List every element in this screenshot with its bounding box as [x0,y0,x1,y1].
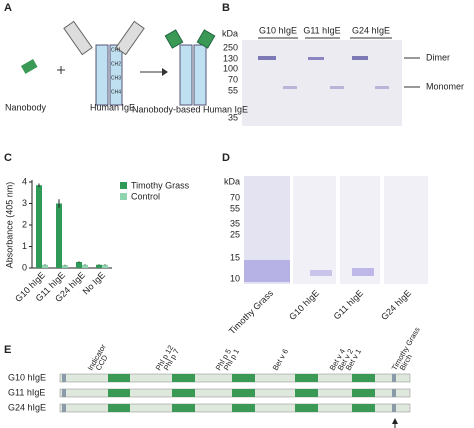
segment [172,374,195,382]
lane-label: G24 hIgE [379,288,413,322]
y-tick-label: 3 [22,198,27,208]
segment [232,389,255,397]
marker-label: 250 [223,42,238,52]
lane-label: Timothy Grass [227,288,276,337]
feature-label: Bet v 6 [271,347,290,372]
row-label: G24 hIgE [8,402,46,412]
segment [108,404,130,412]
indicator [392,404,396,412]
arrow [392,418,398,424]
lane-label: G10 hIgE [287,288,321,322]
marker-label: 15 [230,252,240,262]
panel-letter: E [4,344,11,356]
marker-label: 70 [228,74,238,84]
bar [42,264,48,268]
legend-swatch [120,193,127,200]
segment [172,404,195,412]
y-tick-label: 4 [22,176,27,186]
bar [102,264,108,268]
legend-label: Control [131,191,160,201]
domain: CH4 [111,89,121,95]
panel-letter: B [222,2,230,14]
indicator [62,389,66,397]
segment [295,389,318,397]
marker-label: 130 [223,53,238,63]
row-label: G10 hIgE [8,372,46,382]
bar [36,185,42,268]
lane-label: G11 hIgE [303,25,340,35]
domain: CH3 [111,75,121,81]
bar [56,203,62,268]
bar [76,261,82,268]
segment [295,404,318,412]
panel-a-art [20,20,216,106]
domain: CH1 [111,47,121,53]
label: Human IgE [90,102,135,112]
bar [82,264,88,268]
segment [295,374,318,382]
lane-label: G10 hIgE [259,25,297,35]
indicator [62,374,66,382]
marker-label: 25 [230,229,240,239]
segment [232,404,255,412]
y-tick-label: 1 [22,241,27,251]
annotation: Monomer [426,81,464,91]
segment [172,389,195,397]
segment [352,374,375,382]
domain: CH2 [111,61,121,67]
segment [108,389,130,397]
y-axis-label: Absorbance (405 nm) [4,182,14,269]
unit: kDa [222,28,238,38]
legend-label: Timothy Grass [131,180,190,190]
bar [96,264,102,268]
segment [352,389,375,397]
unit: kDa [224,176,240,186]
segment [108,374,130,382]
y-tick-label: 0 [22,262,27,272]
marker-label: 100 [223,63,238,73]
segment [352,404,375,412]
panel-letter: A [4,2,12,14]
indicator [392,389,396,397]
panel-letter: C [4,152,12,164]
y-tick-label: 2 [22,219,27,229]
marker-label: 10 [230,273,240,283]
bar [62,265,68,268]
lane-label: G11 hIgE [332,288,365,321]
x-tick-label: No IgE [81,270,108,297]
annotation: Dimer [426,52,450,62]
gel-d [244,176,428,284]
label: Nanobody-based Human IgE [132,104,248,114]
marker-label: 55 [230,203,240,213]
indicator [62,404,66,412]
legend-swatch [120,182,127,189]
marker-label: 55 [228,85,238,95]
label: Nanobody [5,102,47,112]
gel-b [242,37,420,126]
indicator [392,374,396,382]
lane-label: G24 hIgE [352,25,390,35]
marker-label: 35 [228,112,238,122]
marker-label: 35 [230,218,240,228]
row-label: G11 hIgE [8,387,45,397]
segment [232,374,255,382]
marker-label: 70 [230,192,240,202]
panel-letter: D [222,152,230,164]
panel-e-art [59,373,411,413]
